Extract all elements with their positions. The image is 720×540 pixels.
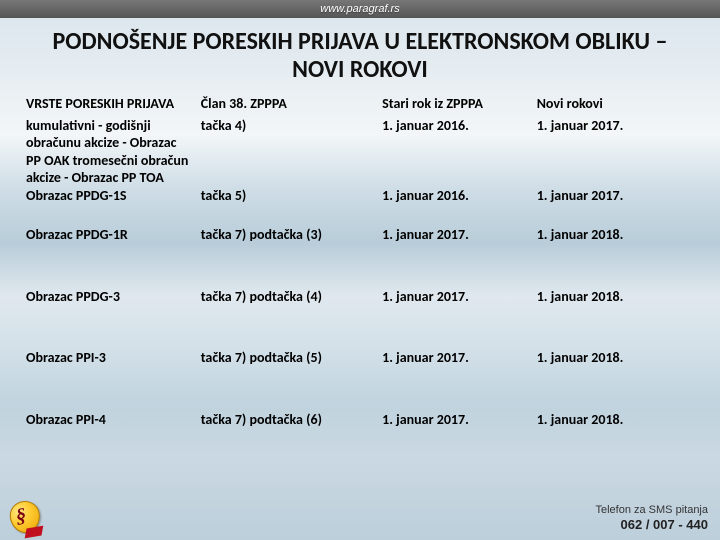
cell: 1. januar 2017. — [535, 187, 696, 205]
cell: 1. januar 2016. — [380, 187, 535, 205]
logo-badge-icon: § — [8, 501, 48, 535]
table-row: Obrazac PPDG-3 tačka 7) podtačka (4) 1. … — [24, 266, 696, 328]
cell: tačka 5) — [199, 187, 380, 205]
page-title: PODNOŠENJE PORESKIH PRIJAVA U ELEKTRONSK… — [0, 18, 720, 91]
col-header: Stari rok iz ZPPPA — [380, 91, 535, 117]
cell: Obrazac PPDG-1R — [24, 204, 199, 266]
cell: 1. januar 2017. — [535, 117, 696, 187]
table-row: Obrazac PPI-3 tačka 7) podtačka (5) 1. j… — [24, 327, 696, 389]
deadlines-table: VRSTE PORESKIH PRIJAVA Član 38. ZPPPA St… — [24, 91, 696, 450]
cell: tačka 7) podtačka (3) — [199, 204, 380, 266]
cell: Obrazac PPI-3 — [24, 327, 199, 389]
cell: Obrazac PPDG-1S — [24, 187, 199, 205]
slide: www.paragraf.rs PODNOŠENJE PORESKIH PRIJ… — [0, 0, 720, 540]
contact-label: Telefon za SMS pitanja — [595, 504, 708, 517]
cell: kumulativni - godišnji obračunu akcize -… — [24, 117, 199, 187]
cell: tačka 7) podtačka (6) — [199, 389, 380, 451]
cell: Obrazac PPDG-3 — [24, 266, 199, 328]
col-header: VRSTE PORESKIH PRIJAVA — [24, 91, 199, 117]
cell: Obrazac PPI-4 — [24, 389, 199, 451]
cell: 1. januar 2016. — [380, 117, 535, 187]
contact-phone: 062 / 007 - 440 — [595, 517, 708, 533]
cell: 1. januar 2017. — [380, 266, 535, 328]
col-header: Član 38. ZPPPA — [199, 91, 380, 117]
table-row: kumulativni - godišnji obračunu akcize -… — [24, 117, 696, 187]
table-row: Obrazac PPDG-1R tačka 7) podtačka (3) 1.… — [24, 204, 696, 266]
col-header: Novi rokovi — [535, 91, 696, 117]
cell: tačka 7) podtačka (4) — [199, 266, 380, 328]
contact-block: Telefon za SMS pitanja 062 / 007 - 440 — [595, 504, 708, 533]
cell: 1. januar 2018. — [535, 389, 696, 451]
cell: 1. januar 2017. — [380, 204, 535, 266]
table-row: Obrazac PPDG-1S tačka 5) 1. januar 2016.… — [24, 187, 696, 205]
cell: 1. januar 2017. — [380, 389, 535, 451]
table-row: Obrazac PPI-4 tačka 7) podtačka (6) 1. j… — [24, 389, 696, 451]
cell: tačka 4) — [199, 117, 380, 187]
cell: 1. januar 2018. — [535, 266, 696, 328]
cell: 1. januar 2018. — [535, 204, 696, 266]
cell: tačka 7) podtačka (5) — [199, 327, 380, 389]
table-container: VRSTE PORESKIH PRIJAVA Član 38. ZPPPA St… — [0, 91, 720, 450]
footer: § Telefon za SMS pitanja 062 / 007 - 440 — [0, 500, 720, 540]
cell: 1. januar 2018. — [535, 327, 696, 389]
cell: 1. januar 2017. — [380, 327, 535, 389]
table-header-row: VRSTE PORESKIH PRIJAVA Član 38. ZPPPA St… — [24, 91, 696, 117]
url-bar: www.paragraf.rs — [0, 0, 720, 18]
